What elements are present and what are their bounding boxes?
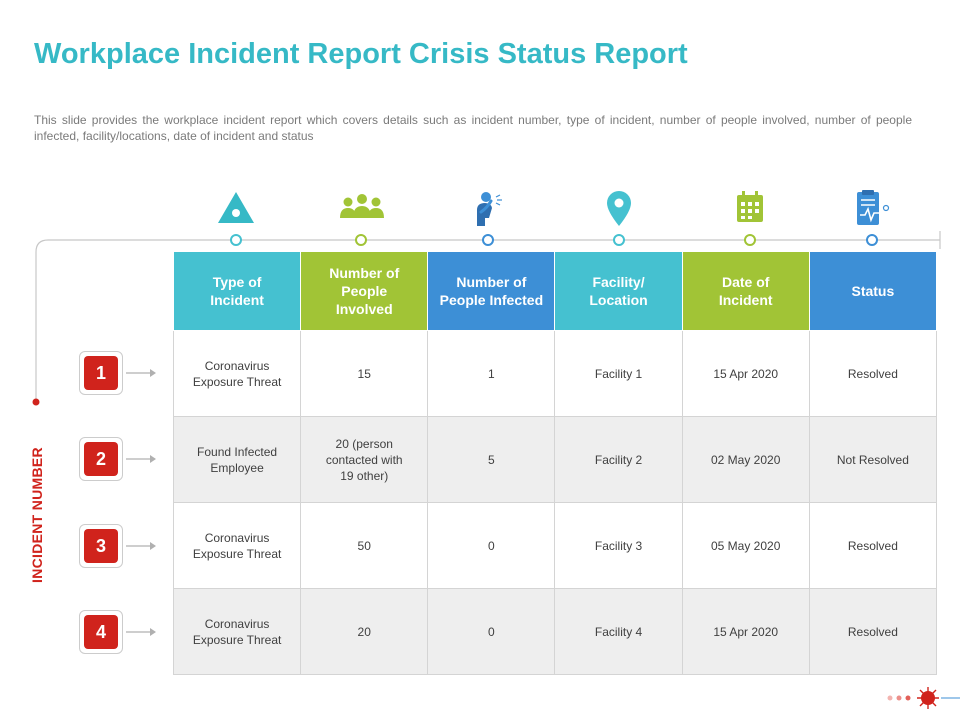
incident-number-label: INCIDENT NUMBER <box>29 447 45 583</box>
incident-number-badge: 4 <box>79 610 123 654</box>
cell-date: 15 Apr 2020 <box>681 588 810 675</box>
cell-facility: Facility 1 <box>554 330 683 417</box>
timeline-start-dot <box>32 398 40 406</box>
cell-status: Resolved <box>808 502 938 589</box>
location-pin-icon <box>598 188 640 228</box>
incident-number-badge: 1 <box>79 351 123 395</box>
timeline-node <box>482 234 494 246</box>
cell-status: Resolved <box>808 330 938 417</box>
row-arrows <box>126 369 156 636</box>
column-header-facility: Facility/Location <box>554 251 683 331</box>
table-row: Found Infected Employee 20 (person contact… <box>172 416 938 503</box>
page-description: This slide provides the workplace incide… <box>34 113 912 143</box>
calendar-icon <box>729 188 771 228</box>
cell-status: Resolved <box>808 588 938 675</box>
cell-status: Not Resolved <box>808 416 938 503</box>
cell-people-infected: 0 <box>427 588 556 675</box>
cell-facility: Facility 3 <box>554 502 683 589</box>
cell-date: 02 May 2020 <box>681 416 810 503</box>
cell-date: 15 Apr 2020 <box>681 330 810 417</box>
cell-people-involved: 20 <box>300 588 429 675</box>
cell-date: 05 May 2020 <box>681 502 810 589</box>
incident-table: Type of Incident Number of People Involved … <box>172 251 938 675</box>
clipboard-report-icon <box>851 188 893 228</box>
cell-people-involved: 15 <box>300 330 429 417</box>
cell-people-infected: 5 <box>427 416 556 503</box>
cell-facility: Facility 4 <box>554 588 683 675</box>
cell-people-involved: 20 (person contacted with 19 other) <box>300 416 429 503</box>
timeline-node <box>230 234 242 246</box>
incident-number: 2 <box>84 442 118 476</box>
sneezing-person-icon <box>467 188 509 228</box>
cell-facility: Facility 2 <box>554 416 683 503</box>
incident-number: 4 <box>84 615 118 649</box>
people-group-icon <box>338 188 386 228</box>
timeline-node <box>613 234 625 246</box>
cell-people-involved: 50 <box>300 502 429 589</box>
timeline-node <box>355 234 367 246</box>
column-header-date: Date of Incident <box>681 251 810 331</box>
column-header-people-infected: Number of People Infected <box>427 251 556 331</box>
incident-number: 3 <box>84 529 118 563</box>
page-title: Workplace Incident Report Crisis Status … <box>34 38 688 70</box>
cell-type: Found Infected Employee <box>172 416 302 503</box>
column-header-people-involved: Number of People Involved <box>300 251 429 331</box>
cell-type: Coronavirus Exposure Threat <box>172 330 302 417</box>
column-header-status: Status <box>808 251 938 331</box>
table-row: Coronavirus Exposure Threat 20 0 Facility… <box>172 588 938 675</box>
virus-icon <box>917 687 939 709</box>
footer-decoration <box>887 687 960 709</box>
timeline-line <box>35 239 940 400</box>
table-row: Coronavirus Exposure Threat 50 0 Facility… <box>172 502 938 589</box>
incident-number: 1 <box>84 356 118 390</box>
cell-people-infected: 0 <box>427 502 556 589</box>
timeline-node <box>744 234 756 246</box>
incident-number-badge: 2 <box>79 437 123 481</box>
table-row: Coronavirus Exposure Threat 15 1 Facility… <box>172 330 938 417</box>
timeline-node <box>866 234 878 246</box>
cell-type: Coronavirus Exposure Threat <box>172 588 302 675</box>
incident-number-badge: 3 <box>79 524 123 568</box>
cell-people-infected: 1 <box>427 330 556 417</box>
warning-triangle-icon <box>215 188 257 228</box>
cell-type: Coronavirus Exposure Threat <box>172 502 302 589</box>
column-header-type: Type of Incident <box>172 251 302 331</box>
table-header-row: Type of Incident Number of People Involved … <box>172 251 938 331</box>
